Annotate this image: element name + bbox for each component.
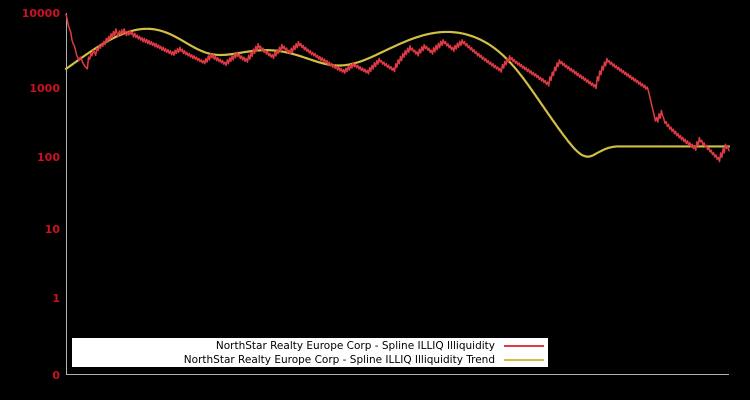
y-tick-10000: 10000 (21, 7, 60, 20)
y-tick-10: 10 (44, 223, 60, 236)
y-tick-1: 1 (52, 292, 60, 305)
plot-area (66, 13, 729, 375)
illiquidity-line-path (65, 13, 730, 163)
y-tick-1000: 1000 (29, 82, 60, 95)
legend: NorthStar Realty Europe Corp - Spline IL… (72, 338, 548, 367)
y-tick-0: 0 (52, 369, 60, 382)
legend-swatch-illiquidity (504, 344, 544, 347)
trend-line-path (64, 27, 731, 158)
y-tick-100: 100 (37, 151, 60, 164)
legend-entry-illiquidity[interactable]: NorthStar Realty Europe Corp - Spline IL… (72, 339, 548, 353)
y-axis-tick-labels: 10000 1000 100 10 1 0 (0, 0, 60, 400)
legend-entry-illiquidity-trend[interactable]: NorthStar Realty Europe Corp - Spline IL… (72, 353, 548, 367)
legend-label-illiquidity: NorthStar Realty Europe Corp - Spline IL… (215, 339, 495, 352)
legend-swatch-illiquidity-trend (504, 358, 544, 361)
legend-label-illiquidity-trend: NorthStar Realty Europe Corp - Spline IL… (183, 353, 495, 366)
